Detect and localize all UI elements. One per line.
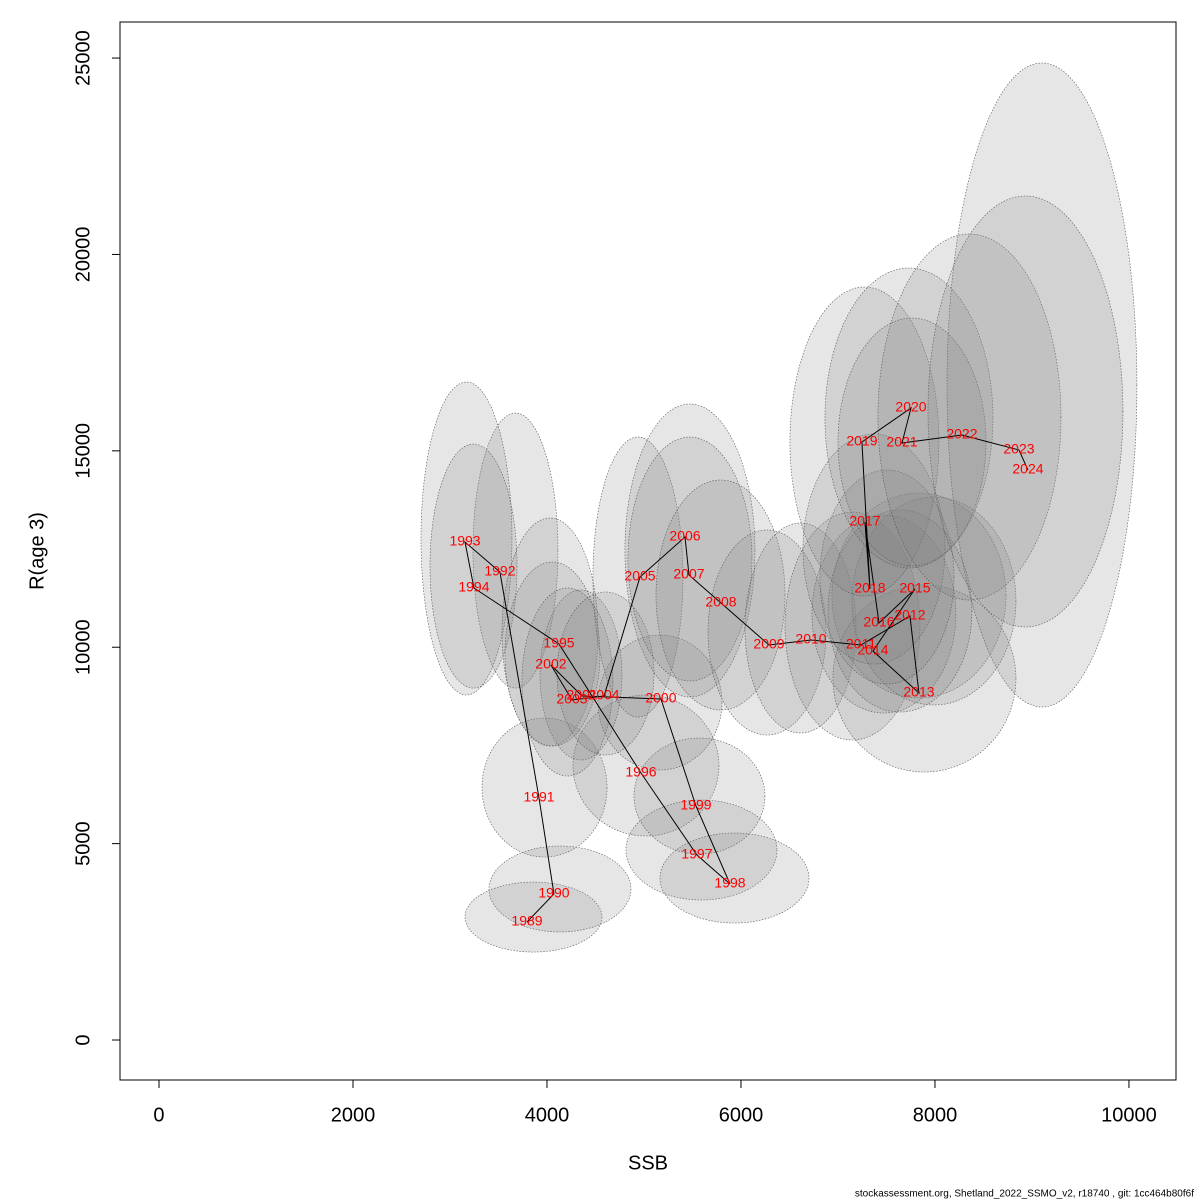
- point-label: 2005: [624, 568, 655, 584]
- point-label: 2000: [645, 690, 676, 706]
- point-label: 2024: [1012, 461, 1043, 477]
- confidence-ellipse: [927, 195, 1124, 628]
- point-label: 2018: [854, 580, 885, 596]
- y-tick-label: 25000: [72, 30, 94, 86]
- point-label: 1994: [458, 579, 489, 595]
- x-tick-label: 0: [153, 1104, 164, 1126]
- point-label: 1993: [449, 533, 480, 549]
- confidence-ellipse: [819, 469, 955, 685]
- point-label: 1997: [681, 846, 712, 862]
- confidence-ellipse: [633, 737, 766, 855]
- y-axis-label: R(age 3): [26, 512, 48, 590]
- confidence-ellipse: [597, 634, 723, 771]
- point-label: 1990: [538, 885, 569, 901]
- point-label: 2013: [903, 684, 934, 700]
- point-label: 2022: [946, 426, 977, 442]
- point-label: 2015: [899, 580, 930, 596]
- y-tick-label: 20000: [72, 227, 94, 283]
- point-label: 2021: [886, 434, 917, 450]
- point-label: 2014: [857, 642, 888, 658]
- trajectory-line: [464, 406, 1029, 923]
- point-label: 1996: [625, 764, 656, 780]
- confidence-ellipse: [627, 436, 753, 682]
- confidence-ellipse: [811, 514, 957, 714]
- confidence-ellipse: [802, 433, 946, 665]
- y-tick-label: 0: [72, 1034, 94, 1045]
- confidence-ellipse: [707, 529, 827, 736]
- point-label: 2009: [753, 636, 784, 652]
- confidence-ellipse: [488, 845, 632, 933]
- confidence-ellipse: [789, 286, 940, 597]
- point-label: 2023: [1003, 441, 1034, 457]
- x-tick-label: 4000: [525, 1104, 570, 1126]
- confidence-ellipse: [624, 403, 756, 698]
- point-label: 2003: [556, 691, 587, 707]
- confidence-ellipse: [420, 381, 513, 696]
- confidence-ellipse: [572, 694, 720, 837]
- point-label: 2016: [863, 614, 894, 630]
- confidence-ellipse: [832, 584, 1017, 773]
- point-label: 2020: [895, 399, 926, 415]
- x-tick-label: 10000: [1101, 1104, 1157, 1126]
- x-tick-label: 6000: [719, 1104, 764, 1126]
- y-tick-label: 15000: [72, 423, 94, 479]
- confidence-ellipse: [744, 522, 857, 734]
- confidence-ellipse: [504, 561, 601, 747]
- point-label: 1999: [680, 797, 711, 813]
- point-label: 1992: [484, 563, 515, 579]
- confidence-ellipse: [784, 511, 921, 741]
- confidence-ellipse: [946, 62, 1138, 708]
- point-label: 1989: [511, 913, 542, 929]
- confidence-ellipse: [824, 267, 994, 569]
- point-label: 2011: [846, 636, 876, 652]
- point-label: 2001: [566, 687, 597, 703]
- confidence-ellipse: [625, 799, 778, 901]
- point-label: 2008: [705, 594, 736, 610]
- confidence-ellipse: [877, 233, 1062, 601]
- point-label: 2004: [588, 687, 619, 703]
- x-tick-label: 2000: [331, 1104, 376, 1126]
- point-label: 2017: [849, 513, 880, 529]
- confidence-ellipse: [539, 589, 623, 761]
- point-label: 2010: [795, 631, 826, 647]
- x-tick-label: 8000: [913, 1104, 958, 1126]
- point-label: 2019: [846, 433, 877, 449]
- point-label: 2012: [894, 607, 925, 623]
- confidence-ellipse: [655, 479, 786, 711]
- point-label: 1998: [714, 875, 745, 891]
- footer: stockassessment.org, Shetland_2022_SSMO_…: [855, 1189, 1194, 1200]
- confidence-ellipse: [851, 496, 1017, 706]
- point-label: 1991: [523, 789, 554, 805]
- confidence-ellipse: [472, 412, 559, 689]
- point-label: 2007: [673, 566, 704, 582]
- point-label: 1995: [543, 635, 574, 651]
- point-label: 2006: [669, 528, 700, 544]
- confidence-ellipse: [592, 436, 684, 718]
- confidence-ellipse: [429, 443, 518, 689]
- y-tick-label: 10000: [72, 619, 94, 675]
- confidence-ellipse: [556, 591, 655, 756]
- y-tick-label: 5000: [72, 821, 94, 866]
- x-axis-label: SSB: [628, 1152, 668, 1174]
- confidence-ellipse: [481, 717, 608, 858]
- confidence-ellipse: [464, 881, 603, 953]
- point-label: 2002: [535, 656, 566, 672]
